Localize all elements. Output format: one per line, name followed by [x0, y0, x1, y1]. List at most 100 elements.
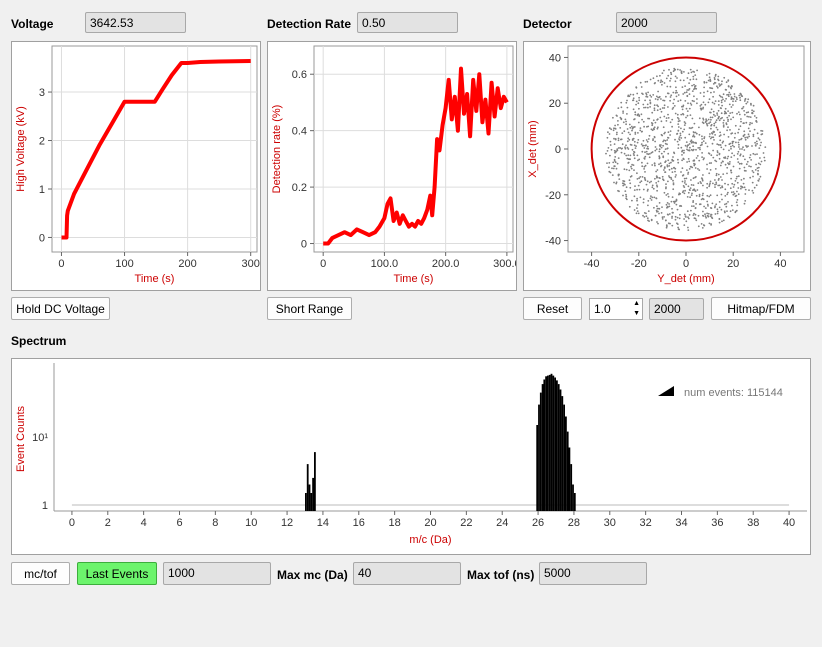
hit-point	[651, 196, 654, 199]
hit-point	[759, 163, 762, 166]
hit-point	[713, 122, 716, 125]
hitmap-fdm-button[interactable]: Hitmap/FDM	[711, 297, 811, 320]
y-tick-label: 2	[39, 136, 45, 148]
hit-point	[631, 138, 634, 140]
spin-down-icon[interactable]: ▼	[633, 310, 640, 317]
hit-point	[677, 161, 680, 164]
hit-point	[667, 131, 670, 134]
hit-point	[703, 81, 706, 83]
hit-point	[679, 79, 682, 82]
detection-rate-field[interactable]: 0.50	[357, 12, 458, 33]
hit-point	[639, 196, 642, 199]
hit-point	[639, 181, 641, 184]
hold-dc-voltage-button[interactable]: Hold DC Voltage	[11, 297, 110, 320]
hit-point	[644, 164, 647, 167]
hit-point	[627, 95, 629, 98]
hit-point	[651, 151, 654, 153]
last-events-button[interactable]: Last Events	[77, 562, 157, 585]
hit-point	[632, 153, 635, 155]
hit-point	[625, 193, 627, 196]
hit-point	[714, 134, 716, 136]
hit-point	[719, 144, 722, 146]
hit-point	[711, 202, 714, 205]
hit-point	[669, 80, 671, 82]
hit-point	[714, 121, 717, 124]
hit-point	[643, 157, 646, 160]
hit-point	[715, 119, 718, 122]
hit-point	[629, 143, 632, 146]
hit-point	[764, 146, 767, 148]
detector-hitmap-plot[interactable]: -40 -20 0 20 40 -40 -20 0 20 40 Y_det (mm) X_det (m…	[523, 41, 811, 291]
spin-up-icon[interactable]: ▲	[633, 300, 640, 307]
spectrum-bar	[312, 477, 314, 511]
spectrum-plot[interactable]: 0 2 4 6 8 10 12 14 16 18 20 22 24 26 28 30 32 34 36 38 40 1 10…	[11, 358, 811, 555]
hit-point	[686, 77, 689, 79]
y-axis-label: High Voltage (kV)	[15, 106, 27, 192]
point-count-field[interactable]: 2000	[649, 298, 704, 320]
scale-spinbox[interactable]: 1.0 ▲ ▼	[589, 298, 643, 320]
hit-point	[645, 215, 648, 218]
hit-point	[699, 105, 702, 107]
y-tick-label: 0.2	[292, 182, 307, 194]
hit-point	[735, 209, 738, 212]
hit-point	[743, 100, 746, 102]
hit-point	[647, 138, 650, 140]
hit-point	[656, 205, 658, 208]
hit-point	[708, 222, 711, 225]
max-mc-field[interactable]: 40	[353, 562, 461, 585]
hit-point	[622, 184, 625, 187]
voltage-field[interactable]: 3642.53	[85, 12, 186, 33]
hit-point	[645, 139, 648, 141]
hit-point	[717, 79, 720, 82]
hit-point	[653, 104, 656, 107]
spectrum-bar	[556, 380, 558, 511]
hit-point	[676, 208, 679, 211]
hit-point	[722, 125, 725, 128]
hit-point	[719, 187, 722, 189]
hit-point	[701, 227, 704, 229]
hit-point	[686, 110, 689, 112]
hit-point	[643, 106, 645, 109]
hit-point	[727, 95, 730, 98]
hit-point	[736, 158, 739, 160]
x-tick-label: 0	[683, 258, 689, 270]
hit-point	[700, 108, 703, 111]
hit-point	[743, 113, 746, 116]
reset-button[interactable]: Reset	[523, 297, 582, 320]
hit-point	[685, 141, 688, 143]
hit-point	[652, 187, 655, 190]
last-events-field[interactable]: 1000	[163, 562, 271, 585]
hit-point	[709, 194, 712, 197]
hit-point	[674, 170, 676, 173]
hit-point	[645, 183, 648, 186]
detection-rate-plot[interactable]: 0 100.0 200.0 300.0 0 0.2 0.4 0.6 Time (s) Detect…	[267, 41, 521, 291]
max-tof-field[interactable]: 5000	[539, 562, 647, 585]
hit-point	[635, 86, 638, 89]
hit-point	[642, 144, 645, 147]
short-range-button[interactable]: Short Range	[267, 297, 352, 320]
hit-point	[630, 167, 633, 170]
hit-point	[656, 176, 658, 179]
voltage-plot[interactable]: 0 100 200 300 0 1 2 3 Time (s) High Voltage (kV)	[11, 41, 261, 291]
hit-point	[712, 136, 715, 139]
hit-point	[708, 162, 711, 164]
hit-point	[686, 89, 689, 91]
hit-point	[709, 182, 711, 185]
hit-point	[680, 71, 683, 74]
x-tick-label: 0	[69, 517, 75, 529]
hit-point	[691, 84, 693, 87]
hit-point	[669, 134, 671, 136]
hit-point	[716, 150, 719, 152]
hit-point	[712, 182, 714, 185]
hit-point	[722, 148, 725, 151]
hit-point	[706, 145, 709, 148]
hit-point	[689, 68, 692, 71]
hit-point	[660, 146, 663, 149]
hit-point	[731, 111, 734, 114]
hit-point	[740, 162, 743, 165]
detector-field[interactable]: 2000	[616, 12, 717, 33]
mc-tof-button[interactable]: mc/tof	[11, 562, 70, 585]
hit-point	[749, 154, 752, 156]
spectrum-bar	[545, 376, 547, 511]
hit-point	[710, 224, 712, 226]
